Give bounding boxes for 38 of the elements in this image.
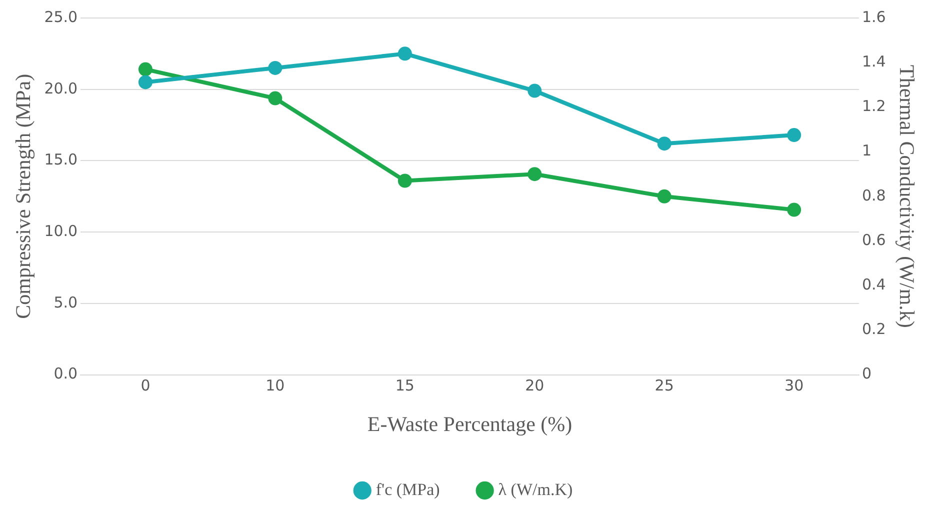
point bbox=[787, 128, 802, 142]
y2-tick-label: 1 bbox=[862, 142, 872, 160]
y2-tick-label: 0.6 bbox=[862, 230, 886, 249]
y2-tick-label: 0 bbox=[862, 364, 872, 383]
x-tick-label: 15 bbox=[395, 376, 414, 395]
x-tick-label: 10 bbox=[266, 376, 285, 395]
y2-tick-label: 0.8 bbox=[862, 186, 886, 204]
y-tick-label: 20.0 bbox=[44, 79, 78, 98]
point bbox=[528, 84, 542, 98]
y-tick-label: 5.0 bbox=[54, 293, 78, 312]
x-tick-label: 0 bbox=[140, 376, 150, 395]
point bbox=[398, 46, 412, 61]
point bbox=[528, 167, 542, 182]
y2-tick-label: 1.4 bbox=[862, 52, 886, 70]
x-tick-label: 20 bbox=[525, 376, 544, 395]
y-tick-label: 10.0 bbox=[44, 222, 78, 240]
point bbox=[657, 189, 672, 204]
legend-label: f'c (MPa) bbox=[376, 480, 440, 499]
x-tick-label: 30 bbox=[784, 376, 804, 395]
point bbox=[398, 174, 412, 188]
point bbox=[138, 62, 152, 76]
y2-tick-label: 0.2 bbox=[862, 320, 886, 338]
x-axis-title: E-Waste Percentage (%) bbox=[367, 412, 572, 436]
y2-tick-label: 0.4 bbox=[862, 275, 886, 294]
x-tick-label: 25 bbox=[654, 376, 674, 395]
y2-axis-title: Thermal Conductivity (W/m.k) bbox=[894, 64, 919, 328]
point bbox=[657, 136, 672, 151]
point bbox=[268, 60, 282, 75]
y-tick-label: 25.0 bbox=[44, 8, 78, 26]
y2-tick-label: 1.6 bbox=[862, 8, 886, 26]
point bbox=[787, 202, 802, 217]
y-tick-label: 15.0 bbox=[44, 150, 78, 169]
legend-label: λ (W/m.K) bbox=[498, 480, 573, 499]
point bbox=[138, 75, 152, 90]
y-axis-title: Compressive Strength (MPa) bbox=[11, 74, 36, 319]
point bbox=[268, 91, 282, 106]
y-tick-label: 0.0 bbox=[54, 364, 78, 383]
y2-tick-label: 1.2 bbox=[862, 97, 886, 116]
